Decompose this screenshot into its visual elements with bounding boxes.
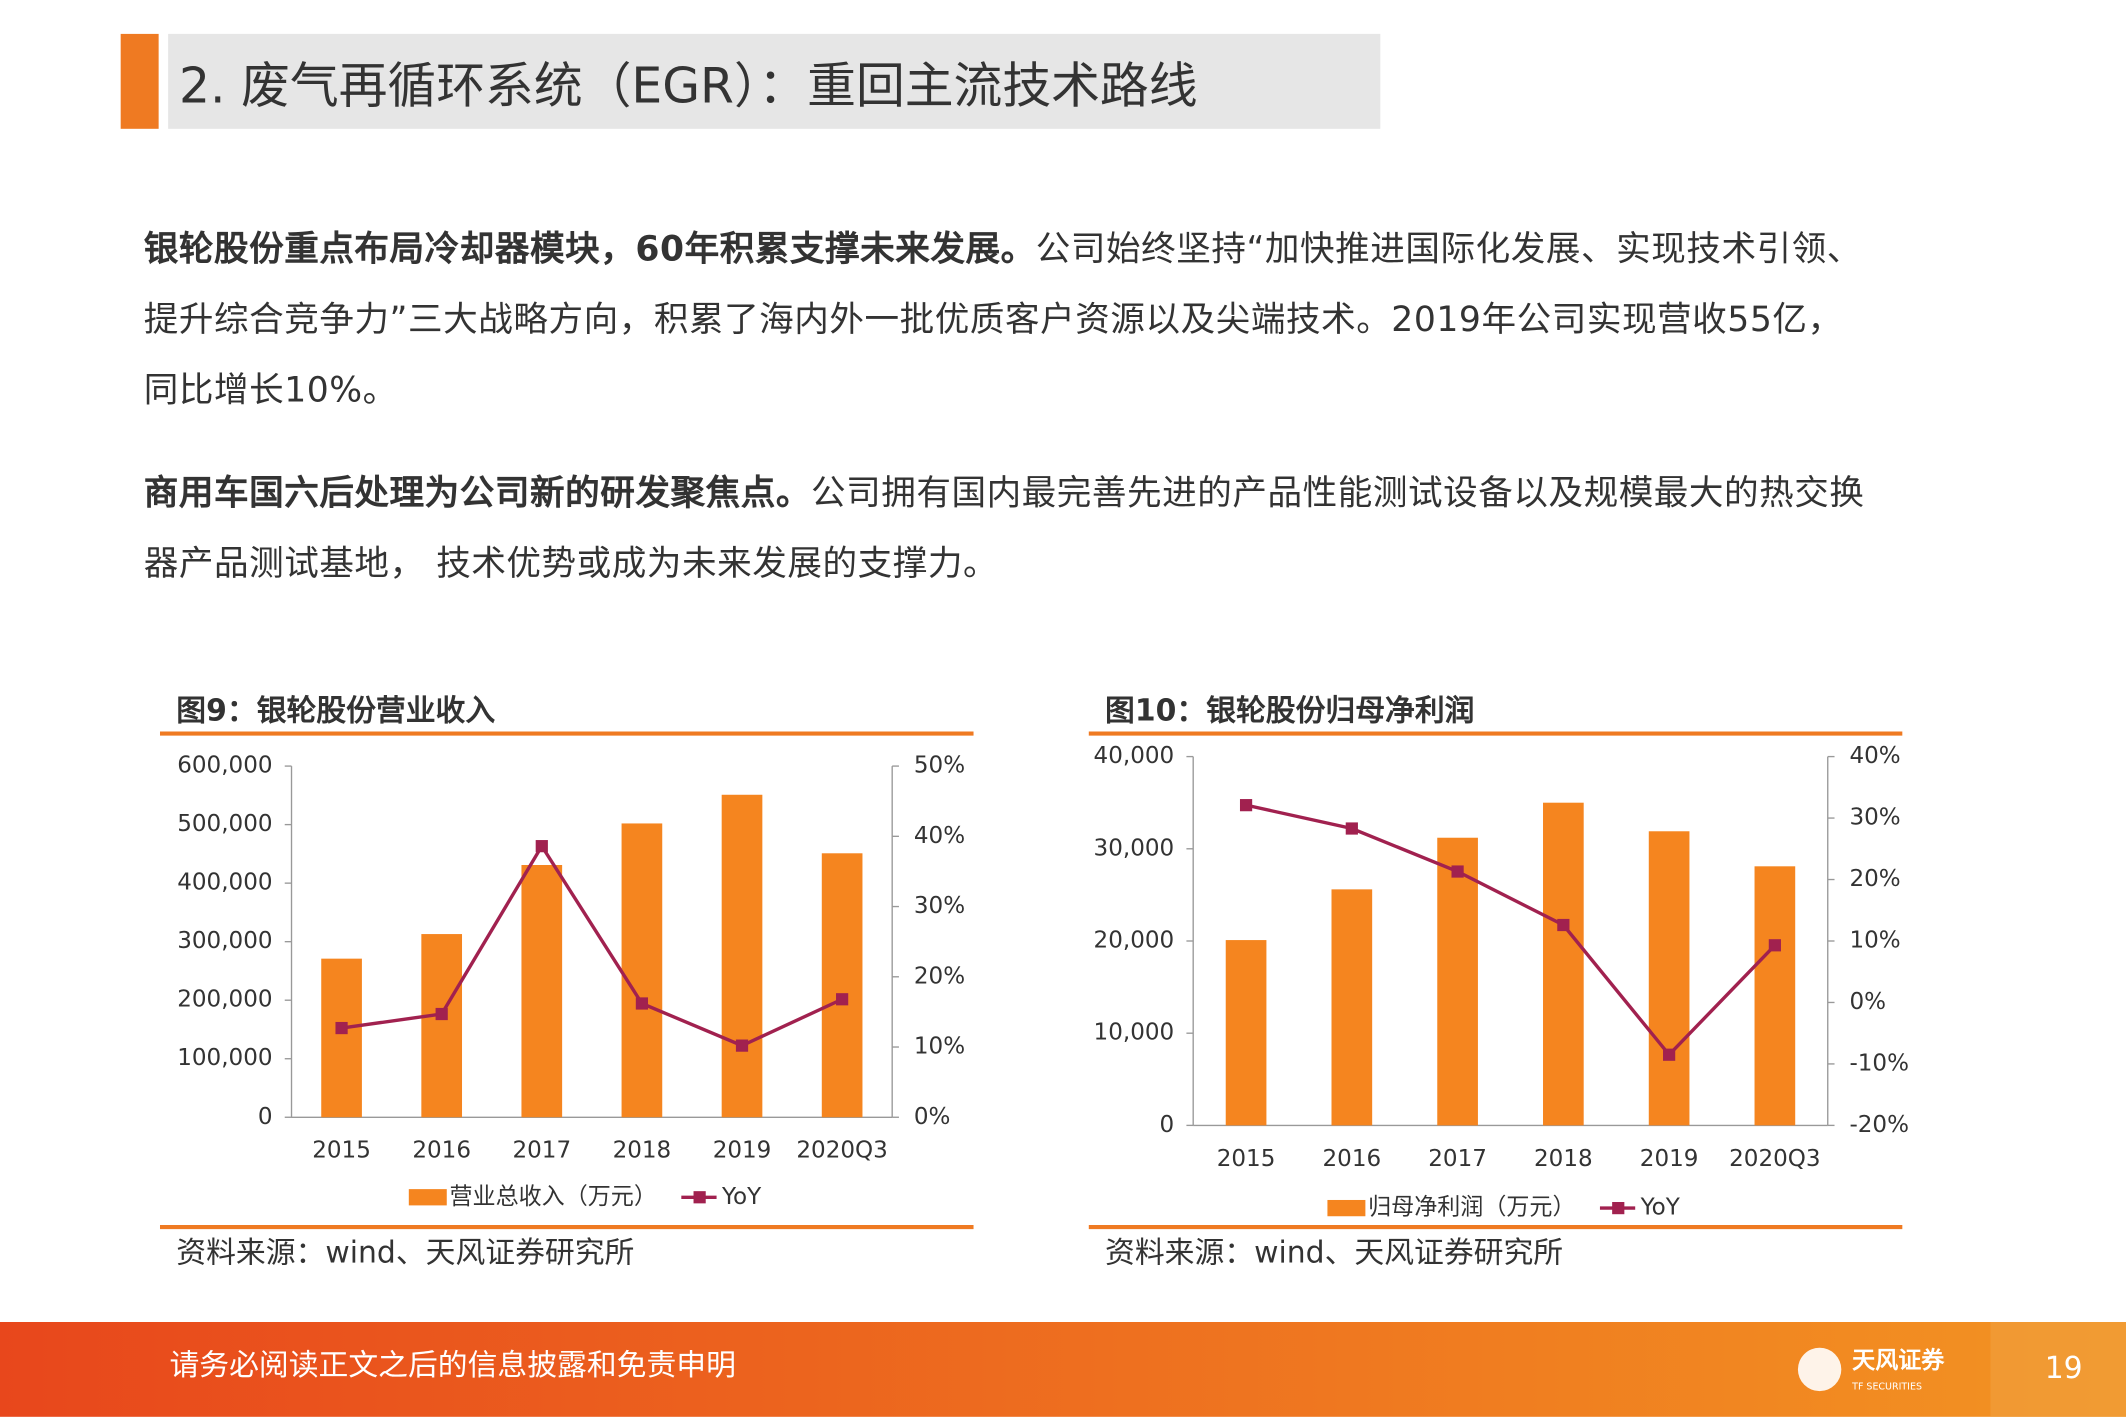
yoy-marker — [535, 840, 548, 853]
legend-swatch — [408, 1189, 447, 1206]
y2-tick-label: 10% — [914, 1034, 965, 1060]
legend-label: 归母净利润（万元） — [1368, 1195, 1575, 1221]
y-tick-label: 400,000 — [177, 870, 272, 896]
header-band — [168, 33, 1381, 129]
bar — [521, 864, 563, 1118]
y2-tick-label: 0% — [1849, 989, 1886, 1015]
y-tick-label: 0 — [1160, 1112, 1175, 1138]
bar — [621, 823, 663, 1118]
chart-title: 图10：银轮股份归母净利润 — [1105, 693, 1474, 728]
footer-tab — [1990, 1322, 2126, 1417]
yoy-marker — [1451, 865, 1464, 878]
x-tick-label: 2020Q3 — [1729, 1146, 1820, 1172]
source-note: 资料来源：wind、天风证券研究所 — [176, 1236, 634, 1271]
bar — [421, 934, 463, 1118]
y2-tick-label: 40% — [914, 823, 965, 849]
y2-tick-label: 40% — [1849, 743, 1900, 769]
x-tick-label: 2019 — [1640, 1146, 1699, 1172]
paragraph-text: 公司拥有国内最完善先进的产品性能测试设备以及规模最大的热交换器产品测试基地， 技… — [143, 473, 1865, 585]
bar — [1331, 889, 1373, 1126]
bar — [1437, 837, 1478, 1126]
yoy-marker — [1239, 799, 1253, 812]
y-tick-label: 10,000 — [1094, 1020, 1175, 1046]
y-tick-label: 600,000 — [177, 753, 272, 779]
x-tick-label: 2017 — [512, 1138, 571, 1164]
paragraph: 商用车国六后处理为公司新的研发聚焦点。公司拥有国内最完善先进的产品性能测试设备以… — [144, 458, 1873, 599]
y-tick-label: 200,000 — [177, 987, 272, 1013]
chart-title: 图9：银轮股份营业收入 — [176, 693, 495, 728]
paragraph-text: 公司始终坚持“加快推进国际化发展、实现技术引领、提升综合竞争力”三大战略方向，积… — [143, 229, 1862, 411]
y-tick-label: 300,000 — [177, 928, 272, 954]
x-tick-label: 2019 — [713, 1138, 772, 1164]
footer-disclaimer: 请务必阅读正文之后的信息披露和免责申明 — [169, 1348, 735, 1383]
yoy-marker — [1557, 918, 1570, 932]
bar — [1543, 802, 1584, 1126]
y-tick-label: 40,000 — [1094, 743, 1175, 769]
logo-icon — [1797, 1347, 1842, 1392]
yoy-marker — [635, 997, 649, 1010]
bar — [321, 958, 362, 1118]
x-tick-label: 2015 — [1217, 1146, 1276, 1172]
y-tick-label: 20,000 — [1094, 927, 1175, 953]
y2-tick-label: 30% — [914, 893, 965, 919]
yoy-marker — [435, 1007, 448, 1021]
page-number: 19 — [2045, 1351, 2083, 1386]
x-tick-label: 2018 — [613, 1138, 672, 1164]
paragraph-lead: 银轮股份重点布局冷却器模块，60年积累支撑未来发展。 — [143, 229, 1036, 270]
logo-subtext: TF SECURITIES — [1851, 1382, 1922, 1393]
legend-swatch — [1327, 1199, 1366, 1217]
footer-band — [0, 1322, 2126, 1417]
legend-marker — [693, 1191, 706, 1204]
y2-tick-label: -20% — [1849, 1112, 1909, 1138]
legend-label: YoY — [721, 1184, 762, 1210]
y-tick-label: 100,000 — [177, 1045, 272, 1071]
yoy-marker — [1345, 822, 1358, 835]
y2-tick-label: 20% — [914, 963, 965, 989]
x-tick-label: 2017 — [1428, 1146, 1487, 1172]
x-tick-label: 2020Q3 — [796, 1138, 887, 1164]
paragraph: 银轮股份重点布局冷却器模块，60年积累支撑未来发展。公司始终坚持“加快推进国际化… — [144, 214, 1873, 426]
yoy-marker — [335, 1021, 348, 1035]
y2-tick-label: 30% — [1849, 805, 1900, 831]
legend-label: YoY — [1640, 1195, 1681, 1221]
paragraph-lead: 商用车国六后处理为公司新的研发聚焦点。 — [143, 473, 811, 514]
logo-text: 天风证券 — [1852, 1347, 1945, 1374]
source-note: 资料来源：wind、天风证券研究所 — [1105, 1236, 1563, 1271]
bar — [821, 853, 863, 1118]
legend-label: 营业总收入（万元） — [449, 1184, 656, 1210]
header-title: 2. 废气再循环系统（EGR）：重回主流技术路线 — [179, 57, 1198, 114]
yoy-marker — [836, 993, 849, 1006]
yoy-line — [341, 842, 843, 1048]
x-tick-label: 2018 — [1534, 1146, 1593, 1172]
yoy-line — [1245, 803, 1777, 1058]
x-tick-label: 2015 — [312, 1138, 371, 1164]
y-tick-label: 30,000 — [1094, 835, 1175, 861]
x-tick-label: 2016 — [412, 1138, 471, 1164]
yoy-marker — [735, 1039, 749, 1052]
x-tick-label: 2016 — [1323, 1146, 1382, 1172]
yoy-marker — [1663, 1048, 1676, 1061]
yoy-marker — [1768, 939, 1781, 952]
header-accent — [120, 33, 159, 129]
y2-tick-label: -10% — [1849, 1050, 1909, 1076]
legend-marker — [1612, 1202, 1625, 1215]
y2-tick-label: 50% — [914, 753, 965, 779]
bar — [1225, 940, 1267, 1126]
y2-tick-label: 10% — [1849, 927, 1900, 953]
y2-tick-label: 20% — [1849, 866, 1900, 892]
bar — [1754, 866, 1796, 1126]
y-tick-label: 500,000 — [177, 811, 272, 837]
bar — [1648, 831, 1690, 1126]
y2-tick-label: 0% — [914, 1104, 951, 1130]
y-tick-label: 0 — [258, 1104, 273, 1130]
bar — [721, 794, 763, 1118]
